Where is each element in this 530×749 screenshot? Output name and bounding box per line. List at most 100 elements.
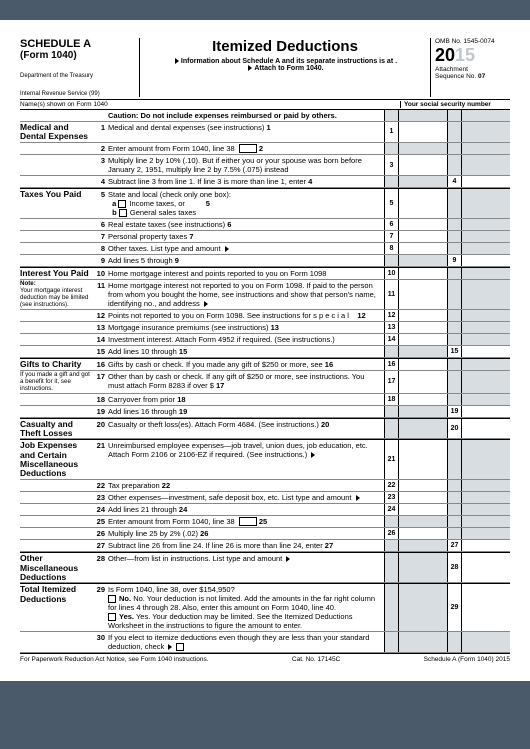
line12-text: Points not reported to you on Form 1098.… — [108, 311, 382, 320]
row-5: Taxes You Paid 5State and local (check o… — [20, 188, 510, 219]
attachment: Attachment — [435, 66, 510, 73]
header-center: Itemized Deductions Information about Sc… — [140, 38, 430, 97]
row-9: 9Add lines 5 through 99 — [20, 255, 510, 267]
amt-15r[interactable] — [462, 346, 510, 357]
omb: OMB No. 1545-0074 — [435, 38, 510, 45]
section-interest: Interest You Paid — [20, 268, 92, 279]
ln-16: 16 — [94, 360, 108, 369]
amt-26[interactable] — [399, 528, 447, 539]
form-page: SCHEDULE A (Form 1040) Department of the… — [0, 20, 530, 681]
triangle-icon — [248, 65, 252, 71]
line16-text: Gifts by cash or check. If you made any … — [108, 360, 382, 369]
row-29: Total Itemized Deductions29Is Form 1040,… — [20, 583, 510, 632]
amt-20r[interactable] — [462, 419, 510, 439]
amt-14[interactable] — [399, 334, 447, 345]
row-21: Job Expenses and Certain Miscellaneous D… — [20, 439, 510, 479]
amt-24[interactable] — [399, 504, 447, 515]
amt-23[interactable] — [399, 492, 447, 503]
ln-28: 28 — [94, 554, 108, 563]
box-11: 11 — [384, 280, 399, 309]
row-6: 6Real estate taxes (see instructions) 66 — [20, 219, 510, 231]
row-1: Medical and Dental Expenses 1Medical and… — [20, 122, 510, 143]
line23-text: Other expenses—investment, safe deposit … — [108, 493, 382, 502]
line24-text: Add lines 21 through 24 — [108, 505, 382, 514]
line14-text: Investment interest. Attach Form 4952 if… — [108, 335, 382, 344]
box-17: 17 — [384, 371, 399, 392]
ln-13: 13 — [94, 323, 108, 332]
ln-22: 22 — [94, 481, 108, 490]
amt-1[interactable] — [399, 122, 447, 142]
amt-27r[interactable] — [462, 540, 510, 551]
line25-text: Enter amount from Form 1040, line 38 25 — [108, 517, 382, 527]
ln-30: 30 — [94, 633, 108, 642]
amt-11[interactable] — [399, 280, 447, 309]
box-13: 13 — [384, 322, 399, 333]
amt-19r[interactable] — [462, 406, 510, 417]
line2-text: Enter amount from Form 1040, line 38 2 — [108, 144, 382, 154]
checkbox-29no[interactable] — [108, 595, 116, 603]
triangle-icon — [225, 246, 229, 252]
amt-7[interactable] — [399, 231, 447, 242]
section-total: Total Itemized Deductions — [20, 584, 92, 631]
inline-box-25[interactable] — [239, 517, 257, 526]
ln-18: 18 — [94, 395, 108, 404]
ln-20: 20 — [94, 420, 108, 429]
amt-28r[interactable] — [462, 553, 510, 582]
name-line: Name(s) shown on Form 1040 Your social s… — [20, 100, 510, 110]
section-gifts: Gifts to Charity — [20, 359, 92, 370]
amt-5[interactable] — [399, 189, 447, 218]
line3-text: Multiply line 2 by 10% (.10). But if eit… — [108, 156, 382, 174]
amt-22[interactable] — [399, 480, 447, 491]
line9-text: Add lines 5 through 9 — [108, 256, 382, 265]
ln-19: 19 — [94, 407, 108, 416]
checkbox-5a[interactable] — [118, 200, 126, 208]
triangle-icon — [311, 452, 315, 458]
amt-6[interactable] — [399, 219, 447, 230]
ln-8: 8 — [94, 244, 108, 253]
row-4: 4Subtract line 3 from line 1. If line 3 … — [20, 176, 510, 188]
line28-text: Other—from list in instructions. List ty… — [108, 554, 382, 563]
row-22: 22Tax preparation 2222 — [20, 480, 510, 492]
amt-12[interactable] — [399, 310, 447, 321]
seq-no: 07 — [478, 73, 485, 80]
checkbox-5b[interactable] — [119, 209, 127, 217]
amt-29r[interactable] — [462, 584, 510, 631]
amt-21[interactable] — [399, 440, 447, 478]
caution: Caution: Do not include expenses reimbur… — [108, 111, 337, 120]
line15-text: Add lines 10 through 15 — [108, 347, 382, 356]
ln-11: 11 — [94, 281, 108, 290]
section-other: Other Miscellaneous Deductions — [20, 553, 92, 582]
amt-16[interactable] — [399, 359, 447, 370]
amt-8[interactable] — [399, 243, 447, 254]
row-18: 18Carryover from prior 1818 — [20, 394, 510, 406]
checkbox-30[interactable] — [176, 643, 184, 651]
inline-box-2[interactable] — [239, 144, 257, 153]
ln-29: 29 — [94, 585, 108, 594]
ln-4: 4 — [94, 177, 108, 186]
row-16: Gifts to Charity16Gifts by cash or check… — [20, 358, 510, 371]
ln-9: 9 — [94, 256, 108, 265]
attach-text: Attach to Form 1040. — [254, 65, 323, 72]
box-10: 10 — [384, 268, 399, 279]
irs-label: Internal Revenue Service (99) — [20, 91, 135, 97]
row-caution: Caution: Do not include expenses reimbur… — [20, 110, 510, 122]
amt-3[interactable] — [399, 155, 447, 175]
info-text: Information about Schedule A and its sep… — [181, 58, 397, 65]
amt-13[interactable] — [399, 322, 447, 333]
line10-text: Home mortgage interest and points report… — [108, 269, 382, 278]
names-label: Name(s) shown on Form 1040 — [20, 101, 400, 108]
dept-label: Department of the Treasury — [20, 73, 135, 79]
row-14: 14Investment interest. Attach Form 4952 … — [20, 334, 510, 346]
amt-18[interactable] — [399, 394, 447, 405]
amt-9r[interactable] — [462, 255, 510, 266]
amt-17[interactable] — [399, 371, 447, 392]
ln-6: 6 — [94, 220, 108, 229]
checkbox-29yes[interactable] — [108, 613, 116, 621]
row-12: 12Points not reported to you on Form 109… — [20, 310, 510, 322]
ln-24: 24 — [94, 505, 108, 514]
section-medical: Medical and Dental Expenses — [20, 122, 92, 142]
row-17: If you made a gift and got a benefit for… — [20, 371, 510, 393]
attach-line: Attach to Form 1040. — [146, 65, 424, 72]
amt-4r[interactable] — [462, 176, 510, 187]
amt-10[interactable] — [399, 268, 447, 279]
